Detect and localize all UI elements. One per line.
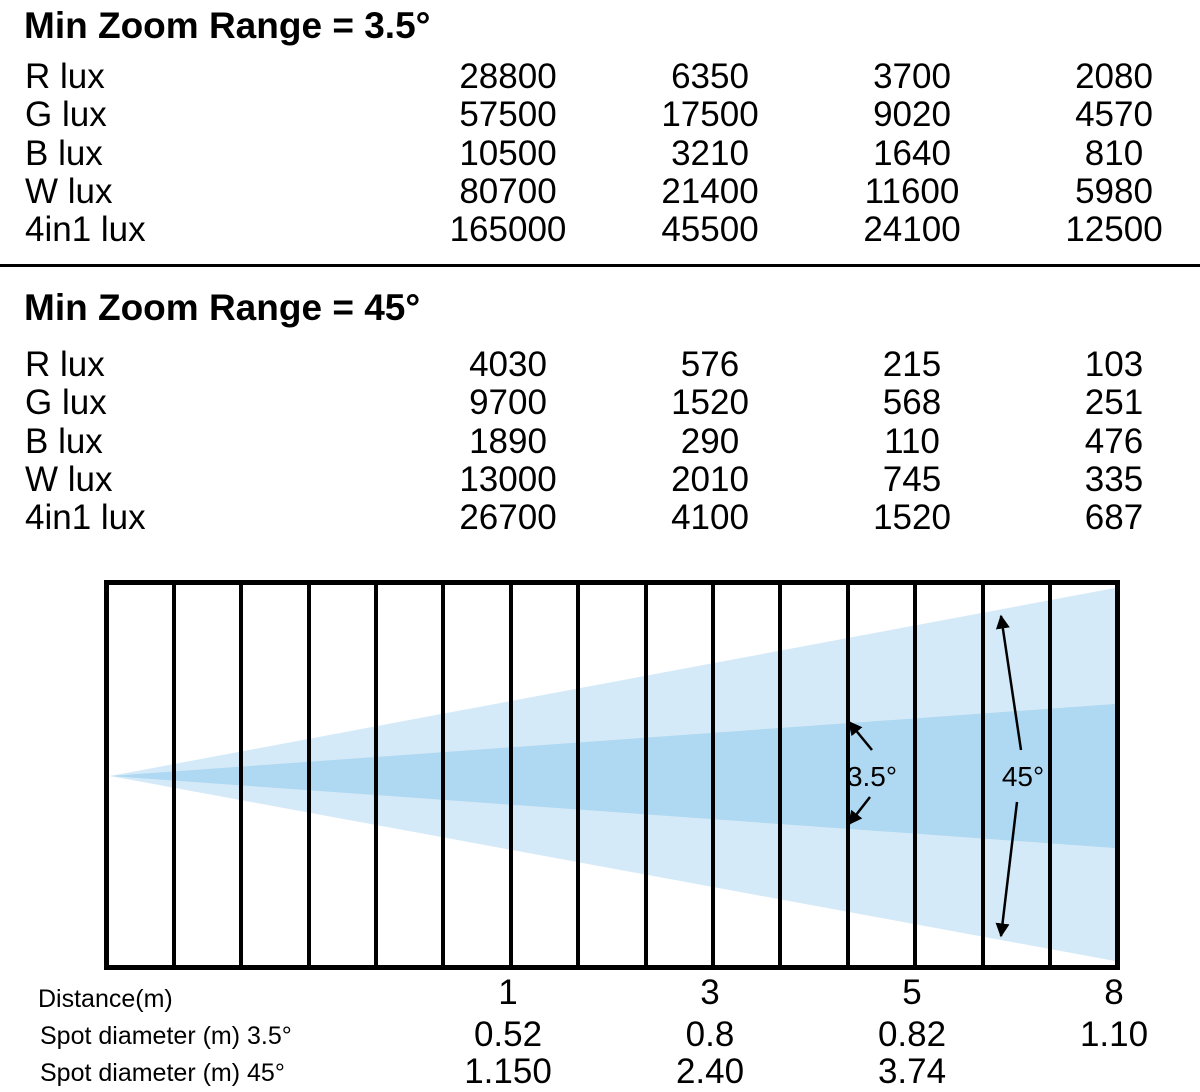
- row-label: R lux: [25, 57, 105, 96]
- lux-value: 810: [1084, 134, 1144, 173]
- spot-diameter-value: 1.150: [464, 1052, 552, 1091]
- section-45-title: Min Zoom Range = 45°: [24, 287, 421, 328]
- table-row: W lux 13000 2010 745 335: [0, 461, 1200, 499]
- wide-angle-arrows: [995, 614, 1023, 938]
- table-row: R lux 28800 6350 3700 2080: [0, 58, 1200, 96]
- row-label: W lux: [25, 460, 113, 499]
- lux-value: 165000: [449, 210, 567, 249]
- lux-value: 28800: [459, 57, 557, 96]
- row-label: G lux: [25, 95, 107, 134]
- lux-value: 9020: [873, 95, 951, 134]
- lux-value: 57500: [459, 95, 557, 134]
- lux-value: 687: [1084, 498, 1144, 537]
- diagram-border: [104, 580, 1120, 970]
- narrow-angle-arrow-up: [848, 720, 873, 751]
- table-row: B lux 1890 290 110 476: [0, 423, 1200, 461]
- table-row: B lux 10500 3210 1640 810: [0, 135, 1200, 173]
- lux-value: 215: [882, 345, 942, 384]
- distance-grid: [172, 585, 1052, 965]
- distance-value: 1: [498, 973, 518, 1012]
- wide-angle-label: 45°: [1002, 761, 1044, 792]
- row-label: 4in1 lux: [25, 498, 146, 537]
- spot-diameter-value: 3.74: [877, 1052, 947, 1091]
- lux-value: 335: [1084, 460, 1144, 499]
- lux-value: 2080: [1075, 57, 1153, 96]
- row-label: G lux: [25, 383, 107, 422]
- lux-value: 9700: [469, 383, 547, 422]
- wide-angle-arrow-down: [995, 801, 1019, 938]
- table-row: 4in1 lux 26700 4100 1520 687: [0, 499, 1200, 537]
- lux-value: 103: [1084, 345, 1144, 384]
- table-row: W lux 80700 21400 11600 5980: [0, 173, 1200, 211]
- lux-value: 5980: [1075, 172, 1153, 211]
- lux-value: 12500: [1065, 210, 1163, 249]
- lux-value: 290: [680, 422, 740, 461]
- table-row: G lux 57500 17500 9020 4570: [0, 96, 1200, 134]
- lux-value: 110: [884, 422, 940, 461]
- lux-value: 1890: [469, 422, 547, 461]
- spot-diameter-value: 2.40: [675, 1052, 745, 1091]
- narrow-angle-arrows: [848, 720, 873, 826]
- spot-diameter-45-values-row: 1.150 2.40 3.74: [0, 1053, 1200, 1091]
- lux-value: 21400: [661, 172, 759, 211]
- lux-value: 13000: [459, 460, 557, 499]
- distance-value: 3: [700, 973, 720, 1012]
- table-row: 4in1 lux 165000 45500 24100 12500: [0, 211, 1200, 249]
- distance-values-row: 1 3 5 8: [0, 974, 1200, 1012]
- spot-diameter-value: 0.82: [877, 1015, 947, 1054]
- lux-value: 576: [680, 345, 740, 384]
- lux-value: 2010: [671, 460, 749, 499]
- spot-diameter-value: 0.8: [685, 1015, 735, 1054]
- row-label: R lux: [25, 345, 105, 384]
- narrow-angle-label: 3.5°: [847, 761, 897, 792]
- spot-diameter-value: 0.52: [473, 1015, 543, 1054]
- lux-value: 45500: [661, 210, 759, 249]
- lux-value: 80700: [459, 172, 557, 211]
- lux-value: 6350: [671, 57, 749, 96]
- lux-value: 24100: [863, 210, 961, 249]
- lux-value: 11600: [864, 172, 960, 211]
- spot-diameter-3-5-values-row: 0.52 0.8 0.82 1.10: [0, 1016, 1200, 1054]
- distance-row-label: Distance(m): [38, 985, 173, 1013]
- spot-diameter-value: 1.10: [1079, 1015, 1149, 1054]
- lux-value: 4030: [469, 345, 547, 384]
- section-3-5-title: Min Zoom Range = 3.5°: [24, 5, 431, 46]
- table-row: G lux 9700 1520 568 251: [0, 384, 1200, 422]
- lux-value: 3700: [873, 57, 951, 96]
- lux-value: 3210: [671, 134, 749, 173]
- lux-value: 17500: [661, 95, 759, 134]
- spot-diameter-3-5-row-label: Spot diameter (m) 3.5°: [40, 1022, 292, 1050]
- table-row: R lux 4030 576 215 103: [0, 346, 1200, 384]
- lux-value: 4570: [1075, 95, 1153, 134]
- lux-value: 26700: [459, 498, 557, 537]
- lux-value: 745: [882, 460, 942, 499]
- row-label: 4in1 lux: [25, 210, 146, 249]
- lux-value: 1520: [671, 383, 749, 422]
- section-divider: [0, 264, 1200, 267]
- narrow-angle-arrow-down: [848, 796, 871, 826]
- lux-value: 4100: [671, 498, 749, 537]
- lux-value: 10500: [459, 134, 557, 173]
- lux-value: 251: [1084, 383, 1144, 422]
- row-label: B lux: [25, 422, 103, 461]
- lux-value: 1640: [873, 134, 951, 173]
- lux-value: 568: [882, 383, 942, 422]
- wide-angle-arrow-up: [995, 614, 1023, 751]
- spot-diameter-45-row-label: Spot diameter (m) 45°: [40, 1059, 285, 1087]
- lux-value: 1520: [873, 498, 951, 537]
- distance-value: 8: [1104, 973, 1124, 1012]
- row-label: W lux: [25, 172, 113, 211]
- row-label: B lux: [25, 134, 103, 173]
- lux-value: 476: [1084, 422, 1144, 461]
- distance-value: 5: [902, 973, 922, 1012]
